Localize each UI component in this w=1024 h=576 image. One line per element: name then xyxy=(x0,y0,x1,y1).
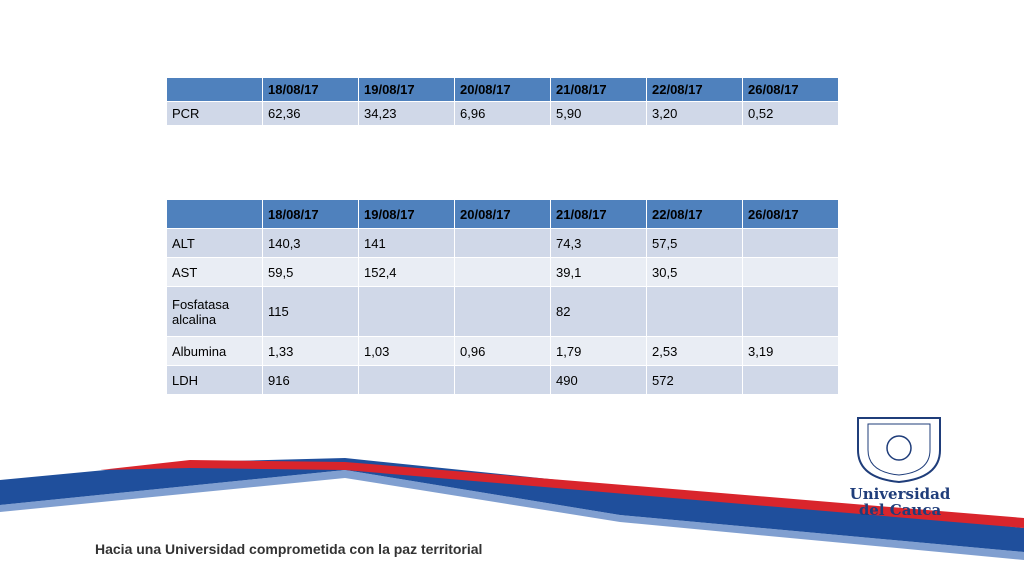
header-cell: 19/08/17 xyxy=(358,77,455,102)
header-cell: 20/08/17 xyxy=(454,77,551,102)
row: ALT 140,3 141 74,3 57,5 xyxy=(166,228,839,258)
cell: 152,4 xyxy=(358,257,455,287)
header-row: 18/08/17 19/08/17 20/08/17 21/08/17 22/08/17… xyxy=(166,199,839,229)
row: Albumina 1,33 1,03 0,96 1,79 2,53 3,19 xyxy=(166,336,839,366)
cell: 5,90 xyxy=(550,101,647,126)
footer: Hacia una Universidad comprometida con l… xyxy=(95,541,483,557)
logo-line: del Cauca xyxy=(858,501,942,519)
header-cell: 18/08/17 xyxy=(262,77,359,102)
header-cell xyxy=(166,199,263,229)
header-cell: 26/08/17 xyxy=(742,199,839,229)
header-cell: 22/08/17 xyxy=(646,77,743,102)
red-ribbon xyxy=(100,460,1024,528)
cell: 34,23 xyxy=(358,101,455,126)
cell: 1,03 xyxy=(358,336,455,366)
cell: 1,79 xyxy=(550,336,647,366)
header-cell: 20/08/17 xyxy=(454,199,551,229)
cell: ALT xyxy=(166,228,263,258)
header-cell: 21/08/17 xyxy=(550,77,647,102)
cell: 39,1 xyxy=(550,257,647,287)
cell: 0,96 xyxy=(454,336,551,366)
cell: Fosfatasa alcalina xyxy=(166,286,263,337)
cell xyxy=(454,228,551,258)
cell: 74,3 xyxy=(550,228,647,258)
header-row: 18/08/17 19/08/17 20/08/17 21/08/17 22/08/17… xyxy=(166,77,839,102)
cell: 2,53 xyxy=(646,336,743,366)
header-cell: 19/08/17 xyxy=(358,199,455,229)
cell: 3,19 xyxy=(742,336,839,366)
cell: 140,3 xyxy=(262,228,359,258)
pcr-table: 18/08/17 19/08/17 20/08/17 21/08/17 22/08/17… xyxy=(166,77,839,126)
cell xyxy=(742,228,839,258)
cell: Albumina xyxy=(166,336,263,366)
cell: 1,33 xyxy=(262,336,359,366)
cell xyxy=(742,365,839,395)
logo-crest xyxy=(857,417,941,484)
lab-table: 18/08/17 19/08/17 20/08/17 21/08/17 22/08/17… xyxy=(166,199,839,395)
cell: 57,5 xyxy=(646,228,743,258)
cell: 59,5 xyxy=(262,257,359,287)
cell: 141 xyxy=(358,228,455,258)
cell: 115 xyxy=(262,286,359,337)
cell: 62,36 xyxy=(262,101,359,126)
header-cell: 21/08/17 xyxy=(550,199,647,229)
cell: PCR xyxy=(166,101,263,126)
cell: 490 xyxy=(550,365,647,395)
row: Fosfatasa alcalina 115 82 xyxy=(166,286,839,337)
header-cell: 18/08/17 xyxy=(262,199,359,229)
header-cell: 22/08/17 xyxy=(646,199,743,229)
cell xyxy=(454,286,551,337)
cell xyxy=(742,286,839,337)
cell: 6,96 xyxy=(454,101,551,126)
cell: 82 xyxy=(550,286,647,337)
cell xyxy=(454,365,551,395)
cell xyxy=(646,286,743,337)
logo-line: Universidad xyxy=(849,485,951,503)
cell: AST xyxy=(166,257,263,287)
cell: 916 xyxy=(262,365,359,395)
cell: LDH xyxy=(166,365,263,395)
logo-text: Universidad del Cauca xyxy=(848,486,952,518)
cell xyxy=(358,365,455,395)
cell xyxy=(358,286,455,337)
cell xyxy=(454,257,551,287)
cell: 572 xyxy=(646,365,743,395)
header-cell xyxy=(166,77,263,102)
cell: 3,20 xyxy=(646,101,743,126)
header-cell: 26/08/17 xyxy=(742,77,839,102)
cell: 0,52 xyxy=(742,101,839,126)
cell: 30,5 xyxy=(646,257,743,287)
blue-ribbon xyxy=(0,458,1024,552)
row: PCR 62,36 34,23 6,96 5,90 3,20 0,52 xyxy=(166,101,839,126)
row: AST 59,5 152,4 39,1 30,5 xyxy=(166,257,839,287)
row: LDH 916 490 572 xyxy=(166,365,839,395)
cell xyxy=(742,257,839,287)
